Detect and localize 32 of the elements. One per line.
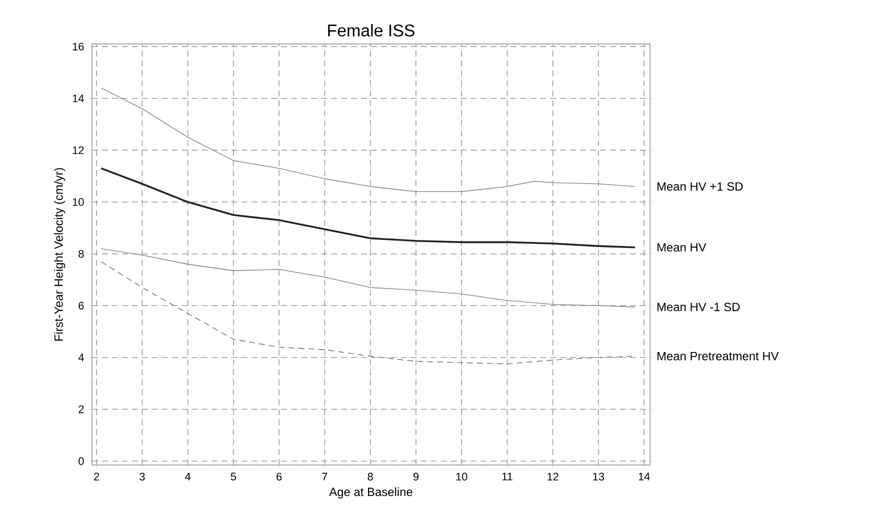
x-tick-label: 12 [548,472,558,480]
x-tick-label: 8 [368,472,373,481]
x-tick-label: 4 [185,472,191,480]
x-tick-label: 5 [230,472,236,480]
x-tick-label: 11 [502,472,512,480]
x-tick-label: 13 [593,472,604,481]
series-label: Mean HV [658,243,706,252]
y-tick-label: 8 [78,250,84,258]
chart-title: Female ISS [328,24,414,36]
y-tick-label: 12 [72,146,84,154]
x-tick-label: 10 [456,472,468,481]
y-tick-label: 2 [78,405,84,414]
series-label: Mean HV -1 SD [658,302,740,312]
x-tick-label: 3 [140,472,145,481]
x-tick-label: 9 [413,472,418,481]
line-series [100,248,636,308]
x-tick-label: 14 [638,472,650,480]
y-tick-label: 14 [72,94,84,102]
x-tick-label: 6 [276,472,282,481]
line-series [100,167,636,248]
y-axis-title: First-Year Height Velocity (cm/yr) [54,168,66,341]
line-series [100,88,636,192]
y-tick-label: 0 [78,457,84,465]
x-tick-label: 2 [94,472,100,480]
y-tick-label: 4 [78,354,84,362]
series-label: Mean HV +1 SD [658,182,743,191]
x-axis-title: Age at Baseline [329,487,412,499]
y-tick-label: 10 [72,198,84,206]
y-tick-label: 16 [72,42,84,50]
x-tick-label: 7 [322,472,328,480]
y-tick-label: 6 [78,302,84,310]
series-label: Mean Pretreatment HV [658,352,779,360]
